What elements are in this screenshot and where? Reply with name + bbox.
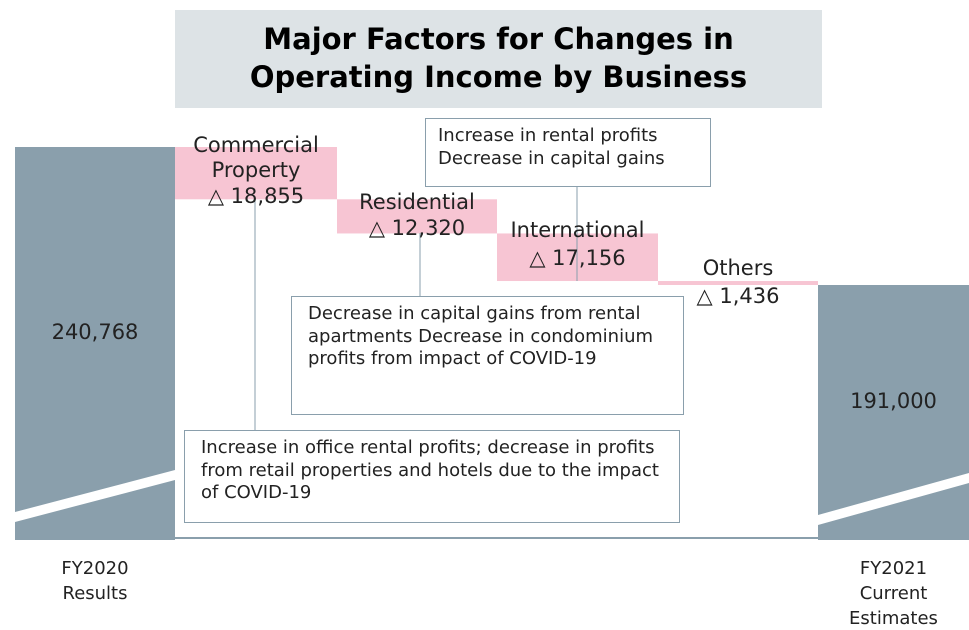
- axis-break: [818, 473, 969, 525]
- value-label: △ 1,436: [696, 284, 780, 308]
- value-label: 240,768: [51, 319, 139, 344]
- chart-title: Major Factors for Changes in Operating I…: [175, 10, 822, 108]
- value-label: △ 17,156: [529, 246, 626, 270]
- value-label: △ 18,855: [207, 184, 305, 208]
- change-bar: [337, 199, 497, 234]
- category-label: International: [510, 218, 645, 242]
- annotation: Increase in office rental profits; decre…: [184, 430, 680, 523]
- value-label: △ 12,320: [368, 216, 466, 240]
- category-label: Commercial Property: [193, 133, 319, 183]
- category-label: Residential: [359, 190, 475, 214]
- x-tick-label: FY2021 Current Estimates: [849, 558, 938, 630]
- annotation: Increase in rental profits Decrease in c…: [425, 118, 711, 187]
- category-label: Others: [702, 256, 774, 280]
- change-bar: [175, 147, 337, 200]
- annotation: Decrease in capital gains from rental ap…: [291, 296, 684, 415]
- axis-break: [15, 470, 175, 522]
- x-tick-label: FY2020 Results: [61, 558, 129, 605]
- change-bar: [658, 281, 818, 286]
- value-label: 191,000: [850, 388, 937, 413]
- total-bar: [15, 147, 175, 540]
